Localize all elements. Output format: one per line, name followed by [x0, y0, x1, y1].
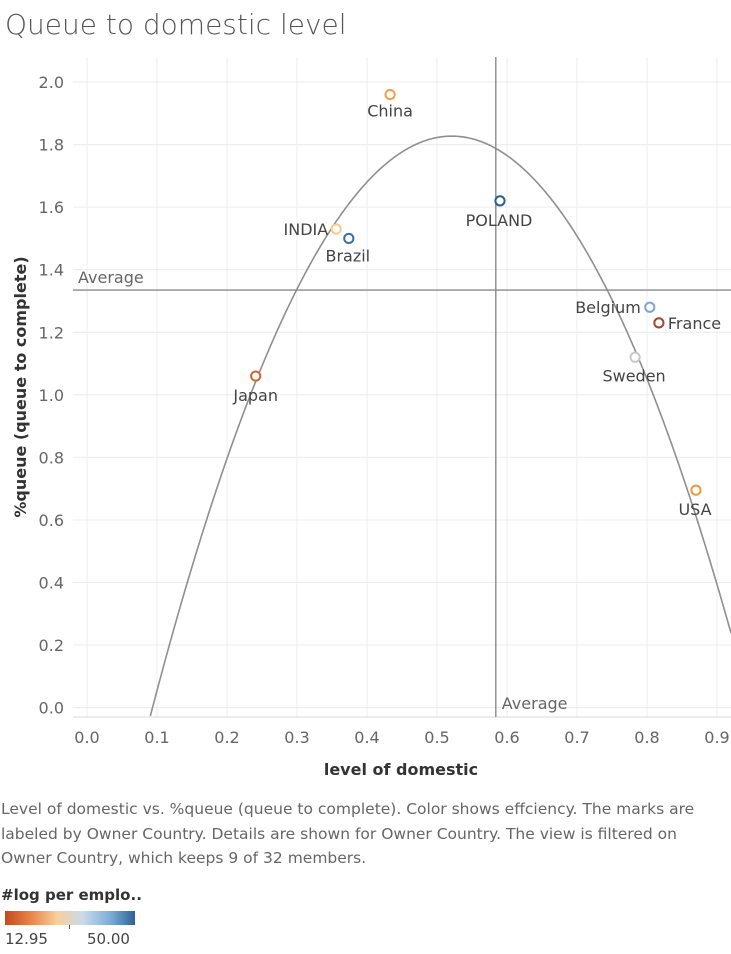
- x-tick-label: 0.5: [424, 728, 449, 747]
- data-points: China POLAND INDIA Brazil Belgium France Swede…: [232, 88, 721, 519]
- legend-title: #log per emplo..: [1, 886, 142, 904]
- data-label-sweden: Sweden: [602, 366, 665, 385]
- data-point-japan: [250, 370, 262, 382]
- data-label-france: France: [668, 314, 721, 333]
- y-tick-label: 0.6: [39, 511, 64, 530]
- x-tick-label: 0.4: [354, 728, 379, 747]
- x-tick-label: 0.7: [564, 728, 589, 747]
- data-label-japan: Japan: [232, 386, 278, 405]
- x-average-label: Average: [502, 694, 568, 713]
- x-tick-label: 0.0: [74, 728, 99, 747]
- y-average-label: Average: [78, 268, 144, 287]
- data-point-belgium: [644, 301, 656, 313]
- trend-line: [149, 135, 731, 717]
- x-axis-label: level of domestic: [324, 760, 478, 779]
- data-label-india: INDIA: [284, 220, 329, 239]
- axes: 0.0 0.1 0.2 0.3 0.4 0.5 0.6 0.7 0.8 0.9 0.0 0.2 0.4 0…: [39, 73, 731, 747]
- legend-max-label: 50.00: [87, 930, 130, 948]
- chart-title: Queue to domestic level: [5, 8, 347, 41]
- x-tick-label: 0.1: [144, 728, 169, 747]
- color-legend-gradient: [5, 911, 135, 929]
- y-axis-label: %queue (queue to complete): [11, 256, 30, 517]
- y-tick-label: 1.0: [39, 386, 64, 405]
- y-tick-label: 0.8: [39, 448, 64, 467]
- legend-center-tick: [69, 925, 70, 929]
- reference-lines: Average Average: [73, 57, 731, 717]
- y-tick-label: 0.4: [39, 573, 64, 592]
- y-tick-label: 1.4: [39, 261, 64, 280]
- x-tick-label: 0.9: [704, 728, 729, 747]
- data-point-sweden: [629, 351, 641, 363]
- grid-lines: [73, 57, 731, 717]
- x-tick-label: 0.2: [214, 728, 239, 747]
- legend-min-label: 12.95: [5, 930, 48, 948]
- y-tick-label: 0.0: [39, 699, 64, 718]
- data-label-usa: USA: [678, 500, 711, 519]
- trend-line-group: [149, 135, 731, 717]
- x-tick-label: 0.3: [284, 728, 309, 747]
- y-tick-label: 1.8: [39, 136, 64, 155]
- data-label-china: China: [367, 102, 413, 121]
- data-label-brazil: Brazil: [325, 246, 370, 265]
- data-point-poland: [494, 195, 506, 207]
- y-tick-label: 2.0: [39, 73, 64, 92]
- x-tick-label: 0.8: [634, 728, 659, 747]
- y-tick-label: 1.2: [39, 323, 64, 342]
- data-point-france: [653, 317, 665, 329]
- data-label-poland: POLAND: [466, 211, 533, 230]
- data-point-india: [330, 223, 342, 235]
- data-label-belgium: Belgium: [575, 298, 641, 317]
- x-tick-label: 0.6: [494, 728, 519, 747]
- data-point-china: [384, 88, 396, 101]
- y-tick-label: 1.6: [39, 198, 64, 217]
- data-point-brazil: [343, 232, 355, 245]
- chart-caption: Level of domestic vs. %queue (queue to c…: [1, 800, 695, 867]
- scatter-chart: 0.0 0.1 0.2 0.3 0.4 0.5 0.6 0.7 0.8 0.9 0.0 0.2 0.4 0…: [11, 57, 731, 779]
- data-point-usa: [690, 484, 702, 496]
- y-tick-label: 0.2: [39, 636, 64, 655]
